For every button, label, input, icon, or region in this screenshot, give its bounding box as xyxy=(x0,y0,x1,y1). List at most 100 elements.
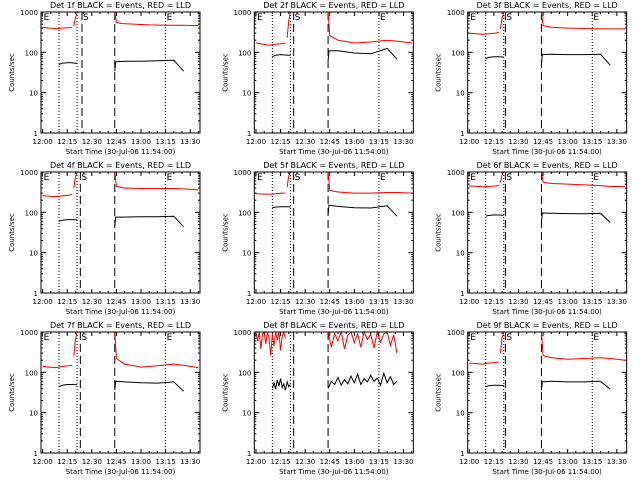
series-line-events xyxy=(485,56,504,60)
region-marker: S xyxy=(506,13,512,23)
x-tick-label: 13:15 xyxy=(369,138,389,146)
chart-title: Det 8f BLACK = Events, RED = LLD xyxy=(263,321,404,330)
y-tick-label: 1 xyxy=(247,450,251,458)
series-line-lld xyxy=(540,11,626,30)
x-tick-label: 12:45 xyxy=(106,298,126,306)
y-tick-label: 100 xyxy=(451,369,464,377)
region-marker: E xyxy=(167,13,173,23)
y-tick-label: 10 xyxy=(456,250,465,258)
y-tick-label: 100 xyxy=(25,369,38,377)
chart-panel-8f: Det 8f BLACK = Events, RED = LLD 1 10 100 10… xyxy=(221,321,414,476)
region-marker: E xyxy=(257,13,263,23)
x-tick-label: 13:00 xyxy=(131,298,151,306)
series-line-lld xyxy=(327,330,398,354)
series-line-lld xyxy=(469,185,499,188)
x-tick-label: 12:00 xyxy=(246,458,266,466)
region-marker: E xyxy=(593,13,599,23)
x-tick-label: 13:15 xyxy=(582,458,602,466)
x-tick-label: 12:45 xyxy=(533,458,553,466)
y-axis-label: Counts/sec xyxy=(221,373,229,412)
x-tick-label: 12:00 xyxy=(33,138,53,146)
y-tick-label: 1000 xyxy=(234,9,252,17)
y-tick-label: 1000 xyxy=(20,9,38,17)
x-tick-label: 12:15 xyxy=(270,138,290,146)
x-tick-label: 12:45 xyxy=(320,458,340,466)
y-tick-label: 100 xyxy=(238,49,251,57)
series-line-events xyxy=(485,384,504,388)
x-tick-label: 12:45 xyxy=(533,298,553,306)
series-line-lld xyxy=(469,361,499,365)
plot-frame xyxy=(40,331,201,454)
y-tick-label: 1 xyxy=(247,290,251,298)
x-tick-label: 12:30 xyxy=(82,298,102,306)
x-tick-label: 12:30 xyxy=(82,458,102,466)
x-tick-label: 13:30 xyxy=(393,298,413,306)
x-tick-label: 13:00 xyxy=(558,138,578,146)
chart-title: Det 5f BLACK = Events, RED = LLD xyxy=(263,161,404,170)
x-tick-label: 12:15 xyxy=(484,298,504,306)
series-line-lld xyxy=(42,193,73,198)
x-tick-label: 13:30 xyxy=(393,458,413,466)
chart-title: Det 2f BLACK = Events, RED = LLD xyxy=(263,1,404,10)
x-tick-label: 13:30 xyxy=(607,458,627,466)
series-line-events xyxy=(114,215,184,228)
x-axis-label: Start Time (30-Jul-06 11:54:00) xyxy=(66,308,176,316)
plot-frame xyxy=(467,171,628,294)
x-tick-label: 13:30 xyxy=(180,298,200,306)
plot-frame xyxy=(40,11,201,134)
x-tick-label: 13:00 xyxy=(558,298,578,306)
region-marker: S xyxy=(506,333,512,343)
region-marker: S xyxy=(295,173,301,183)
region-marker: E xyxy=(44,173,50,183)
region-marker: E xyxy=(470,333,476,343)
region-marker: E xyxy=(167,333,173,343)
x-tick-label: 12:00 xyxy=(33,458,53,466)
series-line-lld xyxy=(286,171,291,188)
x-axis-label: Start Time (30-Jul-06 11:54:00) xyxy=(66,468,176,476)
x-tick-label: 12:00 xyxy=(459,138,479,146)
y-tick-label: 1 xyxy=(34,290,38,298)
plot-frame xyxy=(253,331,414,454)
x-tick-label: 13:15 xyxy=(369,458,389,466)
y-axis-label: Counts/sec xyxy=(435,53,443,92)
y-tick-label: 1 xyxy=(460,450,464,458)
x-axis-label: Start Time (30-Jul-06 11:54:00) xyxy=(279,308,389,316)
chart-title: Det 7f BLACK = Events, RED = LLD xyxy=(50,321,191,330)
series-line-lld xyxy=(499,171,505,183)
plot-frame xyxy=(467,331,628,454)
y-tick-label: 1000 xyxy=(234,329,252,337)
series-line-events xyxy=(272,206,291,209)
series-line-lld xyxy=(42,26,73,30)
region-marker: S xyxy=(81,333,87,343)
y-tick-label: 1 xyxy=(247,130,251,138)
series-line-lld xyxy=(255,330,286,356)
y-tick-label: 1 xyxy=(460,130,464,138)
series-line-lld xyxy=(540,331,626,361)
series-line-events xyxy=(272,54,291,58)
series-line-lld xyxy=(73,171,78,189)
plot-frame xyxy=(253,11,414,134)
y-tick-label: 1 xyxy=(34,130,38,138)
x-tick-label: 13:00 xyxy=(344,138,364,146)
region-marker: E xyxy=(470,13,476,23)
x-tick-label: 13:30 xyxy=(607,138,627,146)
y-axis-label: Counts/sec xyxy=(435,373,443,412)
region-marker: E xyxy=(257,173,263,183)
x-tick-label: 13:15 xyxy=(155,458,175,466)
series-line-lld xyxy=(327,171,412,194)
y-axis-label: Counts/sec xyxy=(435,213,443,252)
x-tick-label: 12:45 xyxy=(533,138,553,146)
series-line-lld xyxy=(42,364,73,369)
region-marker: E xyxy=(470,173,476,183)
x-tick-label: 12:30 xyxy=(295,458,315,466)
x-tick-label: 12:15 xyxy=(270,458,290,466)
x-tick-label: 13:30 xyxy=(180,138,200,146)
x-axis-label: Start Time (30-Jul-06 11:54:00) xyxy=(66,148,176,156)
y-tick-label: 1000 xyxy=(447,9,465,17)
